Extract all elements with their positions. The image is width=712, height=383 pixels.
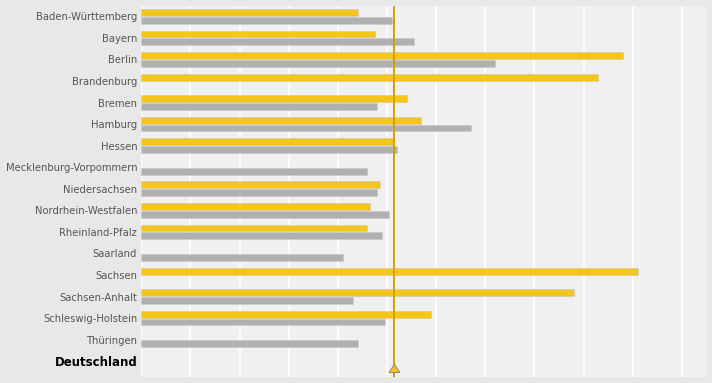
Bar bbox=[142, 138, 394, 145]
Bar bbox=[142, 289, 574, 296]
Bar bbox=[142, 124, 471, 131]
Bar bbox=[142, 254, 342, 261]
Bar bbox=[142, 268, 638, 275]
Bar bbox=[142, 297, 352, 304]
Bar bbox=[142, 168, 367, 175]
Bar bbox=[142, 146, 397, 153]
Bar bbox=[142, 189, 377, 196]
Bar bbox=[142, 340, 357, 347]
Polygon shape bbox=[389, 364, 400, 373]
Bar bbox=[142, 52, 623, 59]
Bar bbox=[142, 9, 357, 16]
Bar bbox=[142, 211, 389, 218]
Bar bbox=[142, 60, 495, 67]
Bar bbox=[142, 103, 377, 110]
Bar bbox=[142, 38, 414, 45]
Bar bbox=[142, 74, 598, 80]
Bar bbox=[142, 311, 431, 318]
Bar bbox=[142, 17, 392, 24]
Bar bbox=[142, 232, 382, 239]
Bar bbox=[142, 31, 375, 38]
Bar bbox=[142, 117, 422, 124]
Bar bbox=[142, 224, 367, 231]
Bar bbox=[142, 203, 370, 210]
Bar bbox=[142, 319, 384, 326]
Bar bbox=[142, 182, 379, 188]
Bar bbox=[142, 95, 407, 102]
